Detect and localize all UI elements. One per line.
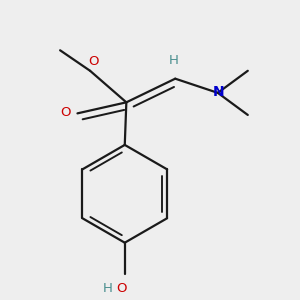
Text: O: O bbox=[88, 55, 98, 68]
Text: H: H bbox=[169, 54, 178, 67]
Text: H: H bbox=[103, 282, 112, 295]
Text: O: O bbox=[60, 106, 70, 119]
Text: N: N bbox=[213, 85, 224, 99]
Text: O: O bbox=[116, 282, 127, 295]
